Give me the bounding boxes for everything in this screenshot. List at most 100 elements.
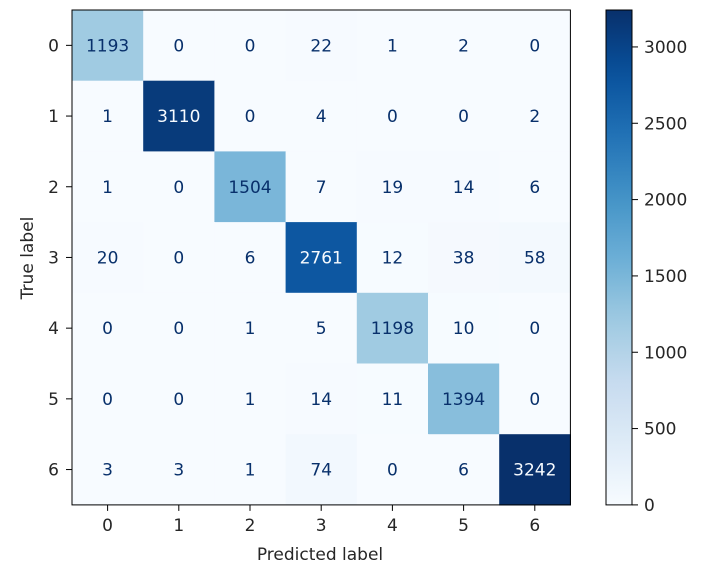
matrix-cell <box>214 222 287 294</box>
matrix-cell <box>214 434 287 506</box>
y-tick-label: 0 <box>48 36 59 56</box>
matrix-cell <box>428 292 500 365</box>
matrix-cell <box>214 363 287 435</box>
colorbar-tick-label: 1500 <box>644 267 687 287</box>
matrix-cell <box>214 292 287 365</box>
matrix-cell-value: 1 <box>245 390 256 410</box>
y-tick-label: 6 <box>48 461 59 481</box>
matrix-cell-value: 0 <box>529 319 540 339</box>
matrix-cell <box>285 363 358 435</box>
colorbar-tick-label: 1000 <box>644 343 687 363</box>
matrix-cell-value: 0 <box>102 319 113 339</box>
matrix-cell-value: 14 <box>453 178 475 198</box>
matrix-cell-value: 3242 <box>513 461 556 481</box>
matrix-cell-value: 11 <box>382 390 404 410</box>
matrix-cell <box>428 222 500 294</box>
matrix-cell-value: 1 <box>387 36 398 56</box>
matrix-cells <box>72 10 571 506</box>
matrix-cell-value: 1 <box>102 107 113 127</box>
matrix-cell <box>72 10 144 82</box>
matrix-cell-value: 1504 <box>228 178 271 198</box>
matrix-cell-value: 0 <box>173 36 184 56</box>
matrix-cell-value: 6 <box>529 178 540 198</box>
matrix-cell <box>428 363 500 435</box>
matrix-cell <box>285 80 358 152</box>
matrix-cell <box>499 292 571 365</box>
matrix-cell-value: 2 <box>529 107 540 127</box>
x-tick-label: 1 <box>173 516 184 536</box>
matrix-cell-value: 1193 <box>86 36 129 56</box>
x-tick-label: 6 <box>529 516 540 536</box>
matrix-cell-value: 0 <box>245 36 256 56</box>
matrix-cell-value: 0 <box>529 390 540 410</box>
matrix-cell <box>143 151 215 223</box>
matrix-cell-value: 0 <box>102 390 113 410</box>
matrix-cell-value: 58 <box>524 248 546 268</box>
matrix-cell-value: 19 <box>382 178 404 198</box>
matrix-cell-value: 3 <box>102 461 113 481</box>
matrix-cell-value: 0 <box>529 36 540 56</box>
y-axis-label: True label <box>18 217 38 301</box>
matrix-cell-value: 3110 <box>157 107 200 127</box>
matrix-cell <box>72 151 144 223</box>
matrix-cell <box>285 10 358 82</box>
matrix-cell-value: 7 <box>316 178 327 198</box>
matrix-cell <box>285 434 358 506</box>
matrix-cell-value: 1198 <box>371 319 414 339</box>
matrix-cell <box>72 292 144 365</box>
matrix-cell <box>356 292 429 365</box>
matrix-cell-value: 0 <box>173 390 184 410</box>
y-tick-label: 3 <box>48 248 59 268</box>
matrix-cell <box>143 80 215 152</box>
y-tick-label: 2 <box>48 178 59 198</box>
matrix-cell <box>214 151 287 223</box>
matrix-cell <box>499 363 571 435</box>
matrix-cell-value: 0 <box>173 178 184 198</box>
matrix-cell-value: 74 <box>310 461 332 481</box>
colorbar-tick-label: 0 <box>644 496 655 516</box>
matrix-cell-value: 0 <box>245 107 256 127</box>
matrix-cell <box>428 434 500 506</box>
matrix-cell <box>356 10 429 82</box>
matrix-cell <box>72 80 144 152</box>
matrix-cell <box>356 222 429 294</box>
matrix-cell-value: 22 <box>310 36 332 56</box>
y-tick-label: 4 <box>48 319 59 339</box>
matrix-cell-value: 20 <box>97 248 119 268</box>
matrix-cell-value: 0 <box>387 107 398 127</box>
matrix-cell <box>285 151 358 223</box>
colorbar-tick-label: 3000 <box>644 38 687 58</box>
matrix-cell-value: 3 <box>173 461 184 481</box>
matrix-cell <box>356 434 429 506</box>
matrix-cell <box>214 80 287 152</box>
x-axis-ticks: 0 1 2 3 4 5 6 <box>102 504 540 536</box>
matrix-cell <box>428 80 500 152</box>
matrix-cell-value: 0 <box>458 107 469 127</box>
matrix-cell-value: 2 <box>458 36 469 56</box>
matrix-cell <box>72 222 144 294</box>
matrix-cell-value: 0 <box>173 248 184 268</box>
matrix-cell-value: 5 <box>316 319 327 339</box>
matrix-cell <box>499 222 571 294</box>
y-tick-label: 5 <box>48 390 59 410</box>
matrix-cell <box>143 222 215 294</box>
matrix-cell-value: 38 <box>453 248 475 268</box>
y-tick-label: 1 <box>48 107 59 127</box>
matrix-cell-value: 0 <box>173 319 184 339</box>
matrix-cell-value: 10 <box>453 319 475 339</box>
x-tick-label: 0 <box>102 516 113 536</box>
matrix-cell <box>143 292 215 365</box>
colorbar <box>605 9 633 506</box>
matrix-cell <box>72 363 144 435</box>
colorbar-tick-label: 2000 <box>644 191 687 211</box>
matrix-cell <box>428 151 500 223</box>
matrix-cell-value: 6 <box>458 461 469 481</box>
matrix-cell-value: 14 <box>310 390 332 410</box>
matrix-cell <box>285 222 358 294</box>
matrix-cell <box>72 434 144 506</box>
matrix-cell <box>356 363 429 435</box>
matrix-cell-labels: 1193 0 0 22 1 2 01 3110 0 4 0 0 21 0 1504 7 19 14 620 0 6 276… <box>86 36 556 480</box>
matrix-cell-value: 1 <box>245 461 256 481</box>
matrix-cell-value: 0 <box>387 461 398 481</box>
